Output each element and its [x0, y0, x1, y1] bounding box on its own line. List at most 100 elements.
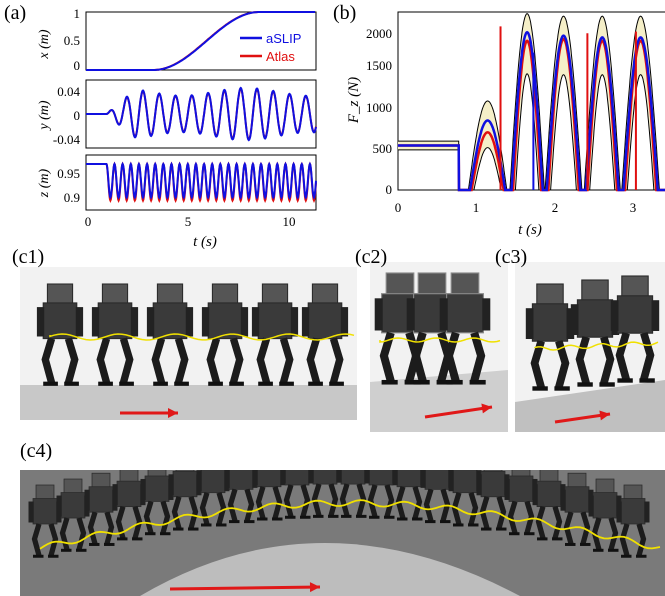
c4-robot-17-leg-l [507, 500, 518, 534]
c4-robot-2-leg-l [87, 511, 98, 545]
c1-robot-2-torso [152, 302, 188, 340]
ylabel-z: z (m) [37, 168, 52, 198]
c4-robot-19-arm-l [560, 489, 566, 511]
plot-frame-y [85, 79, 317, 149]
c1-robot-1-arm-l [91, 307, 100, 337]
c2-robot-2-arm-r [482, 298, 491, 331]
c4-robot-14-foot-r [440, 520, 451, 524]
c1-robot-2-foot-r [174, 381, 189, 386]
plot-frame-x [85, 11, 317, 71]
c4-arrow-shaft [169, 585, 321, 591]
c1-robot-3-leg-l [206, 337, 221, 384]
c4-robot-21-foot-l [621, 554, 632, 558]
c4-robot-4-arm-l [140, 478, 146, 500]
c4-robot-5-leg-r [188, 496, 199, 529]
c4-robot-16-torso [480, 470, 506, 498]
c2-arrow-shaft [424, 405, 493, 419]
c4-robot-6-arm-l [196, 470, 202, 492]
c1-robot-1-head [101, 283, 129, 306]
c1-robot-2-head [156, 283, 184, 306]
c4-robot-20-foot-l [593, 548, 604, 552]
c4-robot-12 [364, 470, 398, 519]
c4-robot-0-head [35, 484, 55, 501]
c4-hill [140, 543, 520, 596]
c2-robot-0-head [385, 272, 415, 297]
c4-robot-6-leg-r [216, 491, 227, 525]
tick-y-m004: -0.04 [53, 132, 81, 147]
c4-robot-17-torso [508, 475, 534, 502]
c4-robot-8-foot-r [272, 517, 283, 521]
c1-robot-4-arm-l [251, 307, 260, 337]
c3-trajectory [534, 341, 659, 351]
c4-robot-13-foot-l [397, 517, 408, 521]
c4-robot-15-arm-l [448, 470, 454, 492]
tick-z-09: 0.9 [64, 190, 80, 205]
c4-robot-19-foot-l [565, 542, 576, 546]
c3-robot-1-foot-l [577, 382, 593, 387]
c3-robot-0-foot-r [554, 386, 570, 391]
c4-robot-11-leg-l [339, 483, 350, 517]
c1-robot-5-head [311, 283, 339, 306]
panel-label-c1: (c1) [12, 246, 45, 268]
c4-robot-11-torso [340, 470, 366, 485]
c4-robot-4-torso [144, 475, 170, 502]
c4-robot-18-torso [536, 480, 562, 508]
tick-y-0: 0 [74, 108, 81, 123]
tick-b-500: 500 [373, 141, 393, 156]
c2-robot-2 [439, 272, 491, 385]
c4-robot-13-leg-r [412, 486, 423, 519]
c4-robot-20-torso [592, 492, 618, 519]
c1-robot-0-leg-r [64, 337, 79, 384]
c4-robot-2-foot-l [89, 542, 100, 546]
c4-robot-5-torso [172, 470, 198, 498]
c1-robot-1-leg-l [96, 337, 111, 384]
c1-robot-5-foot-r [329, 381, 344, 386]
c3-robot-2-arm-l [610, 300, 619, 331]
tick-b-1000: 1000 [366, 100, 392, 115]
c3-arrow-head [599, 410, 610, 421]
tick-t-0: 0 [85, 214, 92, 229]
c4-robot-1-leg-r [76, 517, 87, 551]
c2-robot-1-leg-l [411, 331, 427, 383]
c1-robot-2 [146, 283, 194, 386]
c4-robot-3-leg-r [132, 505, 143, 539]
c4-robot-15-foot-r [468, 523, 479, 527]
c1-robot-0 [36, 283, 84, 386]
series-z-aslip [86, 161, 317, 200]
c4-robot-8-leg-l [255, 486, 266, 519]
c4-robot-10-foot-r [328, 514, 339, 518]
c4-robot-17-arm-l [504, 478, 510, 500]
c4-robot-7-torso [228, 470, 254, 490]
c1-robot-1-foot-r [119, 381, 134, 386]
c2-robot-0-foot-l [381, 379, 398, 385]
series-y-aslip [86, 86, 317, 142]
c4-robot-8-foot-l [257, 517, 268, 521]
c4-robot-13-torso [396, 470, 422, 488]
c4-robot-15-leg-r [468, 491, 479, 525]
c4-robot-13-foot-r [412, 517, 423, 521]
ylabel-y: y (m) [37, 100, 52, 131]
c1-robot-5-leg-l [306, 337, 321, 384]
c4-robot-21-arm-r [644, 501, 650, 523]
c4-robot-10-arm-l [308, 470, 314, 483]
c1-robot-3-arm-l [201, 307, 210, 337]
c4-robot-4-leg-l [143, 500, 154, 534]
c4-robot-9 [280, 470, 314, 519]
panel-label-c2: (c2) [355, 246, 388, 268]
c4-robot-16 [476, 470, 510, 531]
tick-x-0: 0 [74, 58, 81, 73]
c1-robot-3-foot-r [229, 381, 244, 386]
c4-robot-21-leg-r [636, 523, 647, 557]
c1-robot-3-leg-r [229, 337, 244, 384]
photo-c1 [20, 267, 357, 420]
c1-robot-0-arm-l [36, 307, 45, 337]
c1-robot-0-torso [42, 302, 78, 340]
c4-robot-13-arm-l [392, 470, 398, 486]
c4-robot-16-leg-r [496, 496, 507, 529]
c4-robot-11-leg-r [356, 483, 367, 517]
tick-b-t3: 3 [630, 200, 637, 215]
c4-robot-7-foot-r [244, 520, 255, 524]
c4-robot-0-foot-l [33, 554, 44, 558]
c4-robot-20-head [595, 478, 615, 495]
c4-robot-5-leg-l [171, 496, 182, 529]
